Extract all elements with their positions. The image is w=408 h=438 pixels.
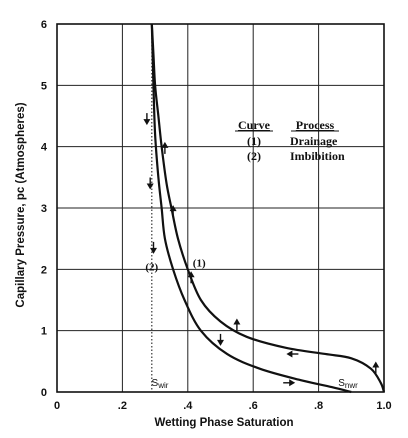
direction-arrow-0 — [143, 113, 151, 126]
annotations: (1) (2) Swir Snwr — [145, 257, 358, 390]
direction-arrow-9 — [283, 379, 296, 387]
plot-border — [56, 23, 385, 393]
legend-row-1-process: Drainage — [290, 134, 338, 148]
y-tick-label-6: 6 — [41, 19, 47, 31]
direction-arrow-7 — [233, 318, 241, 331]
direction-arrow-3 — [169, 205, 177, 218]
y-tick-label-5: 5 — [41, 80, 47, 92]
annotation-3: Snwr — [338, 378, 358, 390]
legend-header-process: Process — [296, 118, 335, 132]
direction-arrow-10 — [372, 361, 380, 374]
y-axis-title: Capillary Pressure, pc (Atmospheres) — [15, 102, 27, 307]
y-tick-label-2: 2 — [41, 264, 47, 276]
annotation-0: (1) — [193, 257, 206, 269]
x-tick-label-2: .4 — [183, 400, 193, 412]
x-tick-label-0: 0 — [54, 400, 60, 412]
annotation-2: Swir — [152, 378, 169, 390]
direction-arrow-6 — [217, 333, 224, 346]
plot-frame — [56, 23, 385, 393]
y-tick-label-0: 0 — [41, 387, 47, 399]
legend-row-2-process: Imbibition — [290, 149, 345, 163]
x-tick-label-1: .2 — [118, 400, 127, 412]
x-axis-title: Wetting Phase Saturation — [154, 417, 293, 429]
x-tick-label-5: 1.0 — [376, 400, 391, 412]
series-group — [150, 23, 386, 394]
direction-arrow-5 — [187, 271, 195, 284]
x-tick-labels: 0 .2 .4 .6 .8 1.0 — [54, 400, 392, 412]
direction-arrow-8 — [286, 350, 299, 358]
legend-row-1-curve: (1) — [247, 134, 261, 148]
y-tick-label-3: 3 — [41, 203, 47, 215]
direction-arrow-1 — [161, 141, 169, 154]
legend-row-2-curve: (2) — [247, 149, 261, 163]
arrow-group — [143, 113, 380, 387]
annotation-1: (2) — [145, 262, 158, 274]
x-tick-label-3: .6 — [249, 400, 258, 412]
legend-header-curve: Curve — [238, 118, 271, 132]
x-tick-label-4: .8 — [314, 400, 323, 412]
y-tick-label-4: 4 — [41, 142, 48, 154]
direction-arrow-2 — [146, 177, 154, 190]
y-tick-labels: 0 1 2 3 4 5 6 — [41, 19, 48, 399]
legend: Curve Process (1) Drainage (2) Imbibitio… — [235, 118, 345, 163]
direction-arrow-4 — [150, 241, 157, 254]
series-line-2 — [150, 23, 352, 394]
series-line-1 — [150, 23, 386, 393]
y-tick-label-1: 1 — [41, 326, 47, 338]
